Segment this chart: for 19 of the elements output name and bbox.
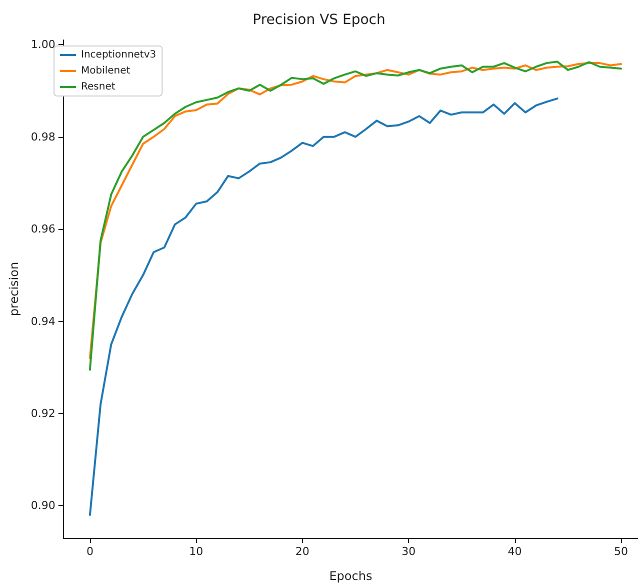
y-tick-label: 1.00 [30, 38, 56, 52]
x-tick-label: 40 [508, 545, 522, 558]
y-tick-label: 0.98 [30, 130, 56, 144]
x-tick-label: 10 [189, 545, 204, 558]
legend-label: Inceptionnetv3 [81, 50, 156, 60]
x-tick-label: 20 [295, 545, 310, 558]
chart-title: Precision VS Epoch [252, 12, 386, 28]
y-tick-label: 0.90 [30, 499, 56, 512]
x-tick-label: 50 [614, 545, 628, 558]
y-tick-label: 0.96 [30, 222, 56, 236]
y-axis-title: precision [7, 262, 21, 316]
x-tick-label: 30 [402, 545, 416, 558]
legend-label: Mobilenet [81, 66, 130, 76]
x-axis-title: Epochs [329, 569, 372, 583]
y-tick-label: 0.94 [30, 314, 56, 328]
line-series [88, 98, 558, 516]
x-tick-label: 0 [86, 545, 94, 558]
y-tick-label: 0.92 [30, 407, 56, 420]
legend-label: Resnet [81, 82, 116, 92]
